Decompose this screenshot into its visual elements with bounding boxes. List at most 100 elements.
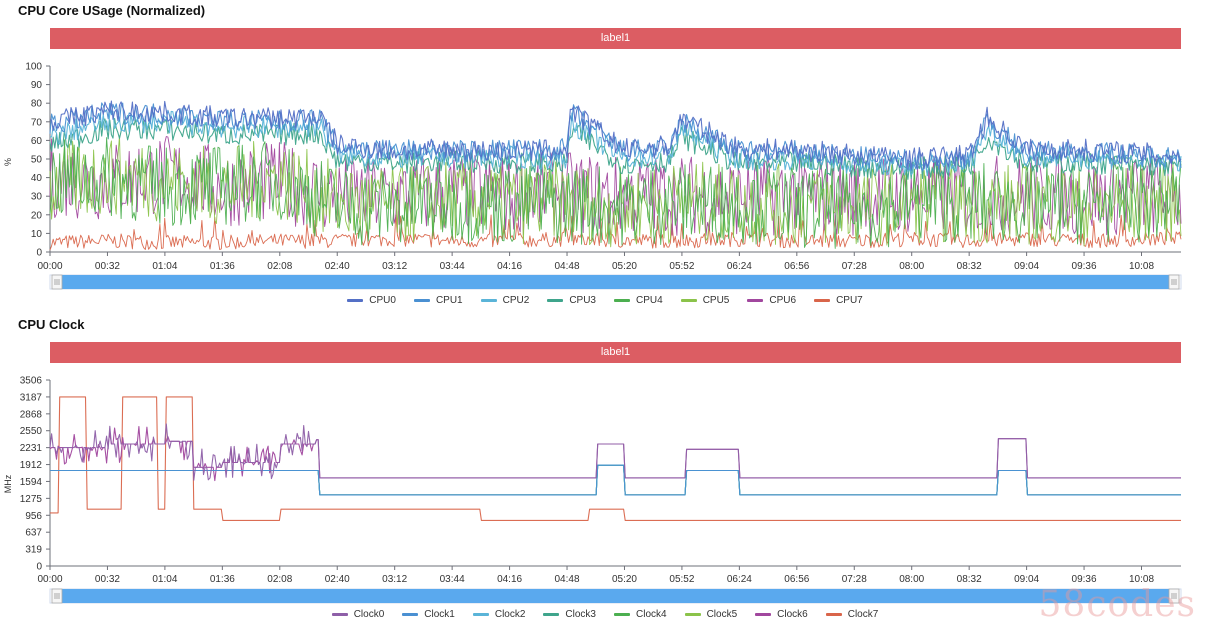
x-tick-label: 01:36 (210, 574, 235, 585)
legend-item-clock6[interactable]: Clock6 (755, 609, 808, 620)
x-tick-label: 00:32 (95, 574, 120, 585)
legend-item-clock7[interactable]: Clock7 (825, 609, 878, 620)
series-line-cpu6 (49, 136, 1182, 237)
cpu-clock-zoom-slider[interactable] (49, 588, 1182, 604)
legend-label: CPU1 (435, 295, 463, 306)
legend-label: Clock6 (777, 609, 808, 620)
legend-item-cpu6[interactable]: CPU6 (747, 295, 796, 306)
series-line-cpu5 (49, 135, 1182, 248)
legend-item-clock0[interactable]: Clock0 (331, 609, 384, 620)
legend-swatch (755, 612, 772, 616)
x-tick-label: 08:32 (957, 574, 982, 585)
x-tick-label: 09:04 (1014, 261, 1039, 272)
cpu-usage-zoom-slider[interactable] (49, 274, 1182, 290)
series-line-cpu1 (49, 102, 1182, 172)
x-tick-label: 07:28 (842, 574, 867, 585)
x-tick-label: 02:40 (325, 574, 350, 585)
x-tick-label: 06:56 (784, 574, 809, 585)
series-line-cpu4 (49, 137, 1182, 249)
y-tick-label: 10 (31, 229, 43, 240)
legend-item-cpu1[interactable]: CPU1 (413, 295, 463, 306)
x-tick-label: 05:20 (612, 261, 637, 272)
x-tick-label: 00:00 (37, 574, 62, 585)
x-tick-label: 09:36 (1072, 261, 1097, 272)
cpu-usage-legend: CPU0 CPU1 CPU2 CPU3 CPU4 CPU5 CPU6 CPU7 (0, 295, 1210, 306)
label-bar-cpu-usage[interactable]: label1 (50, 28, 1181, 49)
legend-swatch (747, 298, 764, 302)
legend-label: Clock5 (706, 609, 738, 620)
x-tick-label: 08:00 (899, 261, 924, 272)
y-tick-label: 956 (25, 511, 42, 522)
series-line-clock1 (50, 464, 1181, 496)
legend-item-cpu5[interactable]: CPU5 (680, 295, 729, 306)
x-tick-label: 05:52 (669, 574, 694, 585)
x-tick-label: 02:08 (267, 261, 292, 272)
legend-swatch (680, 298, 697, 302)
x-tick-label: 09:04 (1014, 574, 1039, 585)
legend-label: Clock4 (636, 609, 667, 620)
legend-item-cpu3[interactable]: CPU3 (547, 295, 596, 306)
x-tick-label: 05:20 (612, 574, 637, 585)
legend-swatch (684, 612, 701, 616)
legend-item-cpu4[interactable]: CPU4 (614, 295, 663, 306)
legend-label: Clock3 (565, 609, 596, 620)
cpu-clock-series (49, 396, 1181, 521)
y-tick-label: 20 (31, 210, 43, 221)
zoom-selection[interactable] (60, 589, 1171, 603)
legend-swatch (480, 298, 497, 302)
x-tick-label: 02:08 (267, 574, 292, 585)
legend-item-cpu0[interactable]: CPU0 (347, 295, 396, 306)
x-tick-label: 03:12 (382, 574, 407, 585)
x-tick-label: 09:36 (1072, 574, 1097, 585)
legend-item-cpu7[interactable]: CPU7 (814, 295, 863, 306)
cpu-usage-axes: 0 10 20 30 40 50 60 70 80 90 100% 00:00 00:32 01:04 01… (3, 62, 1181, 272)
legend-label: CPU6 (769, 295, 797, 306)
series-line-clock6 (49, 425, 1181, 482)
legend-swatch (614, 298, 630, 302)
chart-title-cpu-clock: CPU Clock (18, 317, 85, 332)
series-line-cpu3 (49, 117, 1182, 180)
legend-label: Clock2 (494, 609, 526, 620)
legend-item-clock1[interactable]: Clock1 (402, 609, 455, 620)
y-tick-label: 637 (25, 528, 42, 539)
series-line-clock4 (50, 464, 1181, 496)
legend-item-clock3[interactable]: Clock3 (543, 609, 596, 620)
legend-swatch (331, 612, 348, 616)
series-line-clock0 (49, 423, 1181, 481)
legend-item-clock2[interactable]: Clock2 (472, 609, 526, 620)
series-line-cpu0 (49, 100, 1182, 171)
y-tick-label: 90 (31, 80, 43, 91)
y-tick-label: 2231 (20, 443, 43, 454)
x-tick-label: 04:16 (497, 261, 522, 272)
series-line-clock2 (50, 464, 1181, 496)
y-tick-label: 319 (25, 545, 42, 556)
legend-swatch (413, 298, 430, 302)
legend-item-clock4[interactable]: Clock4 (614, 609, 667, 620)
y-tick-label: 1594 (20, 477, 43, 488)
legend-item-clock5[interactable]: Clock5 (684, 609, 738, 620)
x-tick-label: 01:04 (152, 574, 177, 585)
legend-label: CPU3 (569, 295, 596, 306)
x-tick-label: 10:08 (1129, 574, 1154, 585)
zoom-selection[interactable] (60, 275, 1171, 289)
legend-label: CPU2 (502, 295, 530, 306)
series-line-clock3 (50, 464, 1181, 496)
x-tick-label: 06:24 (727, 574, 752, 585)
legend-swatch (402, 612, 419, 616)
x-tick-label: 03:44 (440, 574, 465, 585)
series-line-clock5 (50, 464, 1181, 496)
y-tick-label: 2550 (20, 426, 43, 437)
y-tick-label: 3187 (20, 392, 43, 403)
legend-item-cpu2[interactable]: CPU2 (480, 295, 530, 306)
y-tick-label: 1275 (20, 494, 43, 505)
x-tick-label: 03:12 (382, 261, 407, 272)
x-tick-label: 04:48 (555, 261, 580, 272)
label-bar-cpu-clock[interactable]: label1 (50, 342, 1181, 363)
cpu-clock-axes: 0 319 637 956 1275 1594 1912 2231 2550 2868 3187 35… (3, 376, 1181, 585)
y-tick-label: 3506 (20, 376, 43, 387)
x-tick-label: 03:44 (440, 261, 465, 272)
x-tick-label: 06:24 (727, 261, 752, 272)
y-tick-label: 1912 (20, 460, 43, 471)
x-tick-label: 07:28 (842, 261, 867, 272)
legend-swatch (472, 612, 489, 616)
